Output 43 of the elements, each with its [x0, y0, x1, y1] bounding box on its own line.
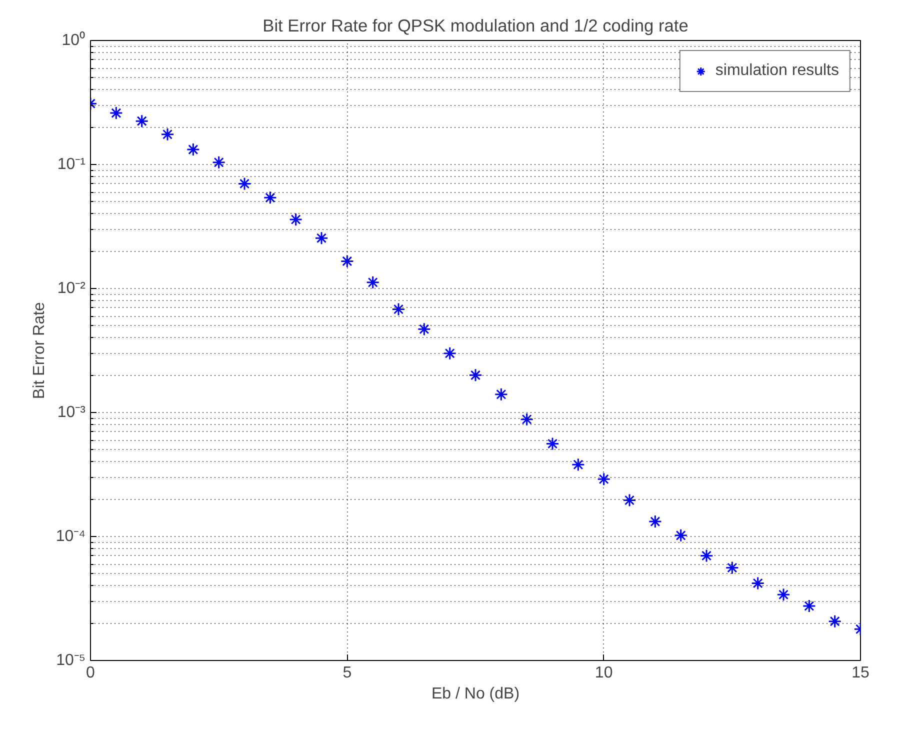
y-tick-label: 10⁻⁴	[56, 528, 86, 545]
point	[417, 322, 431, 336]
point	[648, 514, 662, 528]
point	[263, 190, 277, 204]
y-tick-label: 10⁻³	[57, 404, 86, 421]
x-tick-label: 5	[342, 664, 352, 682]
point	[366, 276, 380, 290]
point	[828, 614, 842, 628]
point	[468, 368, 482, 382]
x-tick-label: 15	[852, 664, 870, 682]
point	[289, 212, 303, 226]
point	[725, 560, 739, 574]
point	[314, 231, 328, 245]
point	[160, 128, 174, 142]
point	[340, 254, 354, 268]
point	[520, 412, 534, 426]
point	[622, 494, 636, 508]
point	[571, 458, 585, 472]
x-tick-label: 0	[86, 664, 96, 682]
x-tick-label: 10	[594, 664, 613, 682]
point	[597, 472, 611, 486]
point	[674, 528, 688, 542]
y-tick-label: 10⁻²	[57, 280, 86, 297]
point	[443, 346, 457, 360]
point	[135, 114, 149, 128]
legend-label: simulation results	[715, 62, 839, 80]
point	[238, 176, 252, 190]
point	[494, 388, 508, 402]
point	[700, 548, 714, 562]
y-axis-title: Bit Error Rate	[30, 302, 48, 399]
point	[802, 599, 816, 613]
x-axis-title: Eb / No (dB)	[431, 686, 520, 702]
point	[212, 156, 226, 170]
point	[751, 576, 765, 590]
y-tick-label: 10⁰	[62, 31, 86, 49]
point	[546, 436, 560, 450]
chart-title: Bit Error Rate for QPSK modulation and 1/2 coding rate	[262, 16, 688, 36]
point	[109, 106, 123, 120]
y-tick-label: 10⁻¹	[57, 156, 86, 173]
y-tick-label: 10⁻⁵	[56, 652, 86, 669]
point	[776, 588, 790, 602]
point	[392, 302, 406, 316]
point	[186, 142, 200, 156]
